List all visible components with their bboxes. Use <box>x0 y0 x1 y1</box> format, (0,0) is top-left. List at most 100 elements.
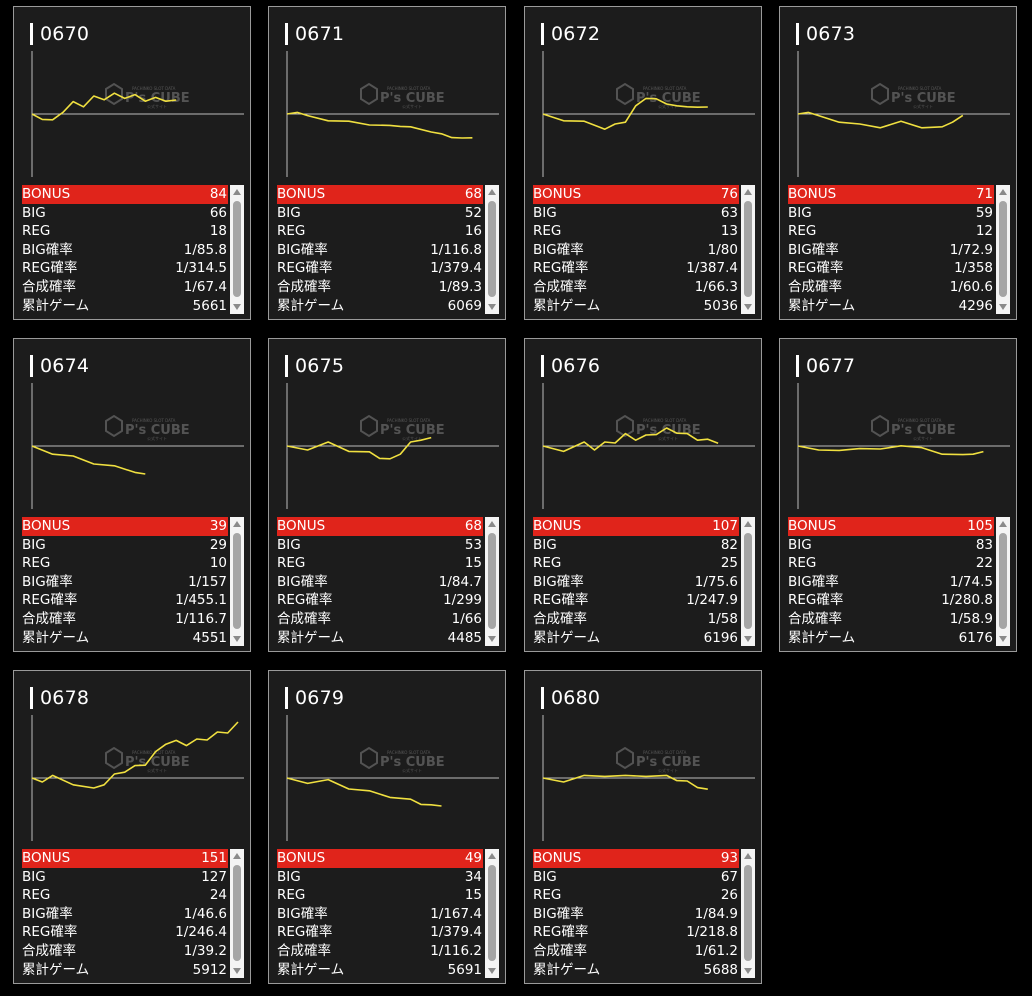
scroll-up-arrow-icon[interactable] <box>488 853 496 859</box>
big-value: 67 <box>720 868 738 885</box>
scroll-down-arrow-icon[interactable] <box>999 304 1007 310</box>
big-rate-value: 1/84.9 <box>694 905 738 922</box>
big-value: 52 <box>464 204 482 221</box>
bonus-row: BONUS 68 <box>277 517 483 536</box>
stats-scrollbar[interactable] <box>741 517 755 646</box>
machine-card[interactable]: 0679 P's CUBE PACHINKO SLOT DATA 公式サイト BON… <box>268 670 506 984</box>
scroll-down-arrow-icon[interactable] <box>744 636 752 642</box>
scroll-up-arrow-icon[interactable] <box>233 521 241 527</box>
big-rate-label: BIG確率 <box>277 905 328 922</box>
total-rate-value: 1/66 <box>451 610 482 627</box>
scroll-up-arrow-icon[interactable] <box>488 521 496 527</box>
scroll-down-arrow-icon[interactable] <box>488 636 496 642</box>
scroll-up-arrow-icon[interactable] <box>999 189 1007 195</box>
scroll-thumb[interactable] <box>744 865 752 961</box>
scroll-up-arrow-icon[interactable] <box>999 521 1007 527</box>
scroll-thumb[interactable] <box>999 533 1007 629</box>
scroll-thumb[interactable] <box>233 865 241 961</box>
bonus-value: 76 <box>720 186 738 202</box>
reg-row: REG 16 <box>277 222 483 241</box>
scroll-down-arrow-icon[interactable] <box>744 304 752 310</box>
stats-scrollbar[interactable] <box>485 517 499 646</box>
total-rate-label: 合成確率 <box>788 610 842 627</box>
stats-scrollbar[interactable] <box>485 185 499 314</box>
machine-card[interactable]: 0670 P's CUBE PACHINKO SLOT DATA 公式サイト BON… <box>13 6 251 320</box>
scroll-down-arrow-icon[interactable] <box>233 968 241 974</box>
scroll-thumb[interactable] <box>488 533 496 629</box>
slump-line <box>797 111 964 129</box>
scroll-thumb[interactable] <box>999 201 1007 297</box>
reg-value: 15 <box>464 887 482 904</box>
games-row: 累計ゲーム 5688 <box>533 961 739 980</box>
scroll-thumb[interactable] <box>744 201 752 297</box>
watermark-bottom-text: 公式サイト <box>402 435 422 441</box>
scroll-up-arrow-icon[interactable] <box>488 189 496 195</box>
big-rate-value: 1/157 <box>188 573 227 590</box>
reg-value: 16 <box>464 223 482 240</box>
total-rate-row: 合成確率 1/58 <box>533 610 739 629</box>
scroll-down-arrow-icon[interactable] <box>744 968 752 974</box>
games-value: 4485 <box>447 629 482 646</box>
scroll-down-arrow-icon[interactable] <box>233 304 241 310</box>
scroll-up-arrow-icon[interactable] <box>744 189 752 195</box>
big-rate-value: 1/116.8 <box>430 241 482 258</box>
bonus-value: 151 <box>201 850 227 866</box>
scroll-up-arrow-icon[interactable] <box>744 853 752 859</box>
games-value: 5688 <box>703 961 738 978</box>
stats-scrollbar[interactable] <box>996 185 1010 314</box>
scroll-down-arrow-icon[interactable] <box>999 636 1007 642</box>
machine-card[interactable]: 0671 P's CUBE PACHINKO SLOT DATA 公式サイト BON… <box>268 6 506 320</box>
stats-scrollbar[interactable] <box>741 849 755 978</box>
stats-scrollbar[interactable] <box>230 849 244 978</box>
machine-card[interactable]: 0676 P's CUBE PACHINKO SLOT DATA 公式サイト BON… <box>524 338 762 652</box>
scroll-thumb[interactable] <box>233 201 241 297</box>
reg-value: 25 <box>720 555 738 572</box>
stats-scrollbar[interactable] <box>996 517 1010 646</box>
reg-row: REG 22 <box>788 554 994 573</box>
reg-rate-label: REG確率 <box>533 260 589 277</box>
big-value: 66 <box>209 204 227 221</box>
scroll-thumb[interactable] <box>744 533 752 629</box>
stats-scrollbar[interactable] <box>230 517 244 646</box>
total-rate-value: 1/58.9 <box>949 610 993 627</box>
machine-card[interactable]: 0674 P's CUBE PACHINKO SLOT DATA 公式サイト BON… <box>13 338 251 652</box>
big-row: BIG 66 <box>22 204 228 223</box>
games-value: 6069 <box>447 297 482 314</box>
machine-card[interactable]: 0673 P's CUBE PACHINKO SLOT DATA 公式サイト BON… <box>779 6 1017 320</box>
stats-table: BONUS 68 BIG 53 REG 15 BIG確率 1/84.7 REG確率 1/2… <box>277 517 483 647</box>
scroll-down-arrow-icon[interactable] <box>233 636 241 642</box>
machine-card[interactable]: 0672 P's CUBE PACHINKO SLOT DATA 公式サイト BON… <box>524 6 762 320</box>
machine-card[interactable]: 0675 P's CUBE PACHINKO SLOT DATA 公式サイト BON… <box>268 338 506 652</box>
big-label: BIG <box>277 536 301 553</box>
bonus-label: BONUS <box>277 186 326 202</box>
stats-scrollbar[interactable] <box>230 185 244 314</box>
scroll-thumb[interactable] <box>488 201 496 297</box>
scroll-up-arrow-icon[interactable] <box>233 853 241 859</box>
big-rate-label: BIG確率 <box>22 573 73 590</box>
scroll-thumb[interactable] <box>488 865 496 961</box>
stats-scrollbar[interactable] <box>485 849 499 978</box>
reg-row: REG 25 <box>533 554 739 573</box>
scroll-up-arrow-icon[interactable] <box>233 189 241 195</box>
scroll-down-arrow-icon[interactable] <box>488 968 496 974</box>
machine-card[interactable]: 0677 P's CUBE PACHINKO SLOT DATA 公式サイト BON… <box>779 338 1017 652</box>
machine-card[interactable]: 0680 P's CUBE PACHINKO SLOT DATA 公式サイト BON… <box>524 670 762 984</box>
scroll-down-arrow-icon[interactable] <box>488 304 496 310</box>
scroll-thumb[interactable] <box>233 533 241 629</box>
cube-logo-icon <box>616 414 634 438</box>
big-value: 29 <box>209 536 227 553</box>
bonus-label: BONUS <box>533 518 582 534</box>
scroll-up-arrow-icon[interactable] <box>744 521 752 527</box>
reg-row: REG 24 <box>22 886 228 905</box>
games-label: 累計ゲーム <box>22 961 90 978</box>
stats-scrollbar[interactable] <box>741 185 755 314</box>
cube-logo-icon <box>871 82 889 106</box>
machine-card[interactable]: 0678 P's CUBE PACHINKO SLOT DATA 公式サイト BON… <box>13 670 251 984</box>
big-row: BIG 67 <box>533 868 739 887</box>
bonus-value: 68 <box>464 186 482 202</box>
reg-rate-row: REG確率 1/280.8 <box>788 591 994 610</box>
